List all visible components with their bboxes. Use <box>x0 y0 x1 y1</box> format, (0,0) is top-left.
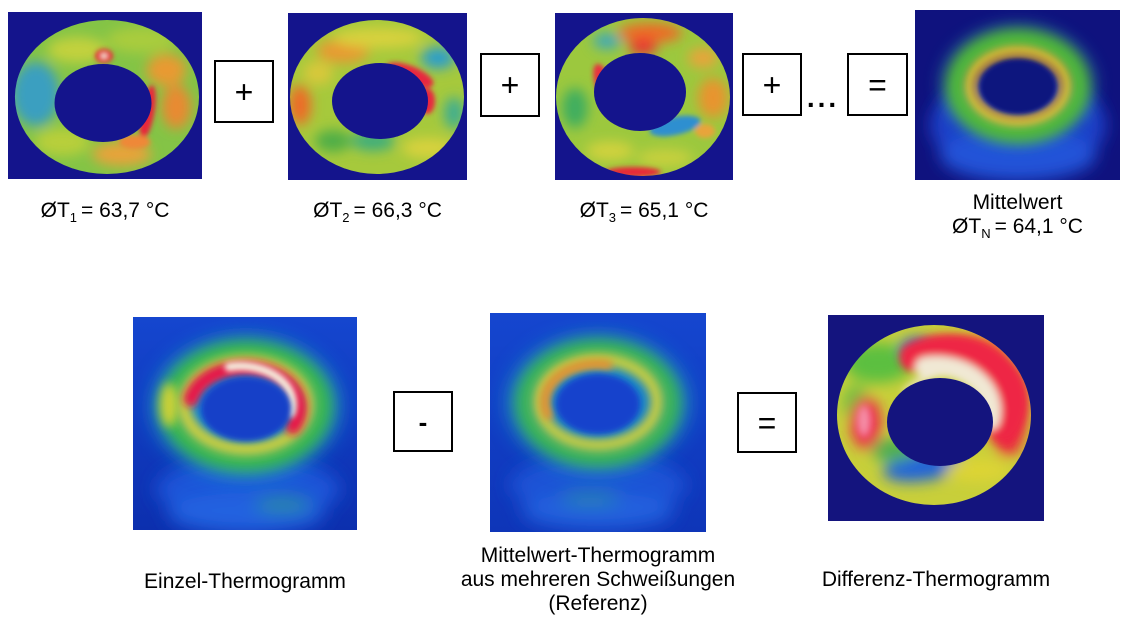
plus-operator-3: + <box>742 53 802 116</box>
plus-sign: + <box>234 73 254 110</box>
thermogram-3-image <box>555 13 733 180</box>
ellipsis-dots: ... <box>806 82 840 113</box>
thermogram-mean <box>915 10 1120 180</box>
plus-operator-2: + <box>480 53 540 117</box>
thermogram-differenz-image <box>828 315 1044 521</box>
referenz-caption: Mittelwert-Thermogramm aus mehreren Schw… <box>448 544 748 616</box>
minus-operator: - <box>393 391 453 452</box>
mean-caption-line1: Mittelwert <box>972 191 1063 214</box>
thermogram-differenz <box>828 315 1044 521</box>
thermogram-mean-caption: Mittelwert ØTN = 64,1 °C <box>905 191 1126 242</box>
thermogram-referenz <box>490 313 706 532</box>
thermogram-1 <box>8 12 202 179</box>
einzel-caption: Einzel-Thermogramm <box>144 570 346 593</box>
equals-operator-top: = <box>847 53 908 116</box>
mean-caption-line2: ØTN = 64,1 °C <box>952 215 1083 242</box>
minus-sign: - <box>418 406 428 437</box>
thermogram-1-image <box>8 12 202 179</box>
thermogram-mean-image <box>915 10 1120 180</box>
plus-operator-1: + <box>214 60 274 123</box>
referenz-caption-line1: Mittelwert-Thermogramm <box>480 544 716 567</box>
thermogram-1-caption: ØT1 = 63,7 °C <box>40 199 170 226</box>
equals-sign: = <box>868 66 887 103</box>
thermogram-einzel-image <box>133 317 357 530</box>
thermogram-einzel <box>133 317 357 530</box>
equals-sign: = <box>757 404 777 441</box>
plus-sign: + <box>762 66 782 103</box>
equals-operator-bottom: = <box>737 392 797 453</box>
referenz-caption-line3: (Referenz) <box>548 592 648 615</box>
differenz-caption: Differenz-Thermogramm <box>821 568 1051 591</box>
referenz-caption-line2: aus mehreren Schweißungen <box>460 568 736 591</box>
thermogram-2-image <box>288 13 467 180</box>
thermogram-3-caption: ØT3 = 65,1 °C <box>579 199 709 226</box>
thermogram-2 <box>288 13 467 180</box>
thermogram-2-caption: ØT2 = 66,3 °C <box>313 199 442 226</box>
thermogram-referenz-image <box>490 313 706 532</box>
thermogram-3 <box>555 13 733 180</box>
plus-sign: + <box>500 67 520 103</box>
